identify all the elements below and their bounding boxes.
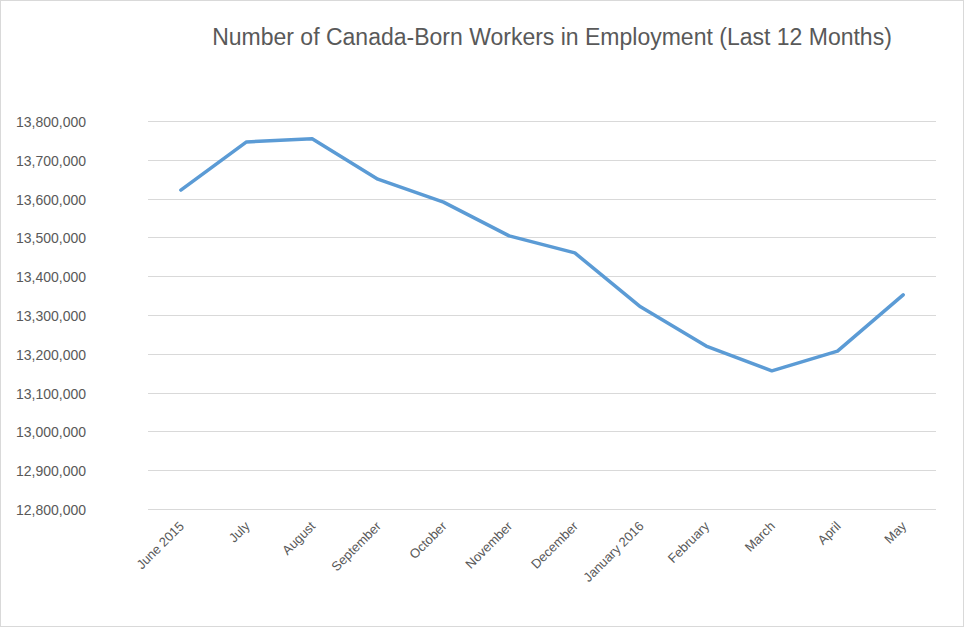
y-tick-label: 13,800,000 (16, 114, 86, 130)
y-tick-label: 13,000,000 (16, 424, 86, 440)
x-tick-label: December (528, 518, 581, 571)
x-tick-label: March (742, 519, 778, 555)
y-tick-label: 13,100,000 (16, 386, 86, 402)
x-tick-label: October (406, 518, 450, 562)
x-tick-label: September (328, 518, 384, 574)
grid-line (148, 470, 936, 471)
grid-line (148, 276, 936, 277)
y-tick-label: 13,700,000 (16, 153, 86, 169)
y-tick-label: 13,300,000 (16, 308, 86, 324)
x-tick-label: May (881, 518, 909, 546)
grid-line (148, 121, 936, 122)
x-tick-label: June 2015 (133, 519, 187, 573)
y-tick-label: 13,200,000 (16, 347, 86, 363)
chart-title: Number of Canada-Born Workers in Employm… (212, 24, 892, 50)
x-tick-label: January 2016 (580, 519, 646, 585)
grid-line (148, 393, 936, 394)
grid-line (148, 199, 936, 200)
x-tick-label: July (226, 518, 253, 545)
grid-line (148, 431, 936, 432)
x-tick-label: April (815, 518, 844, 547)
grid-line (148, 237, 936, 238)
grid-line (148, 315, 936, 316)
y-tick-label: 12,900,000 (16, 463, 86, 479)
grid-line (148, 354, 936, 355)
grid-line (148, 160, 936, 161)
grid (148, 122, 936, 510)
y-tick-label: 12,800,000 (16, 502, 86, 518)
y-tick-label: 13,500,000 (16, 230, 86, 246)
x-tick-label: November (462, 518, 515, 571)
plot-area (181, 139, 903, 371)
grid-line (148, 509, 936, 510)
x-tick-label: August (279, 518, 318, 557)
data-line (181, 139, 903, 371)
x-tick-label: February (665, 518, 713, 566)
chart: Number of Canada-Born Workers in Employm… (0, 0, 964, 627)
y-tick-label: 13,600,000 (16, 192, 86, 208)
y-tick-label: 13,400,000 (16, 269, 86, 285)
chart-frame (1, 1, 964, 627)
